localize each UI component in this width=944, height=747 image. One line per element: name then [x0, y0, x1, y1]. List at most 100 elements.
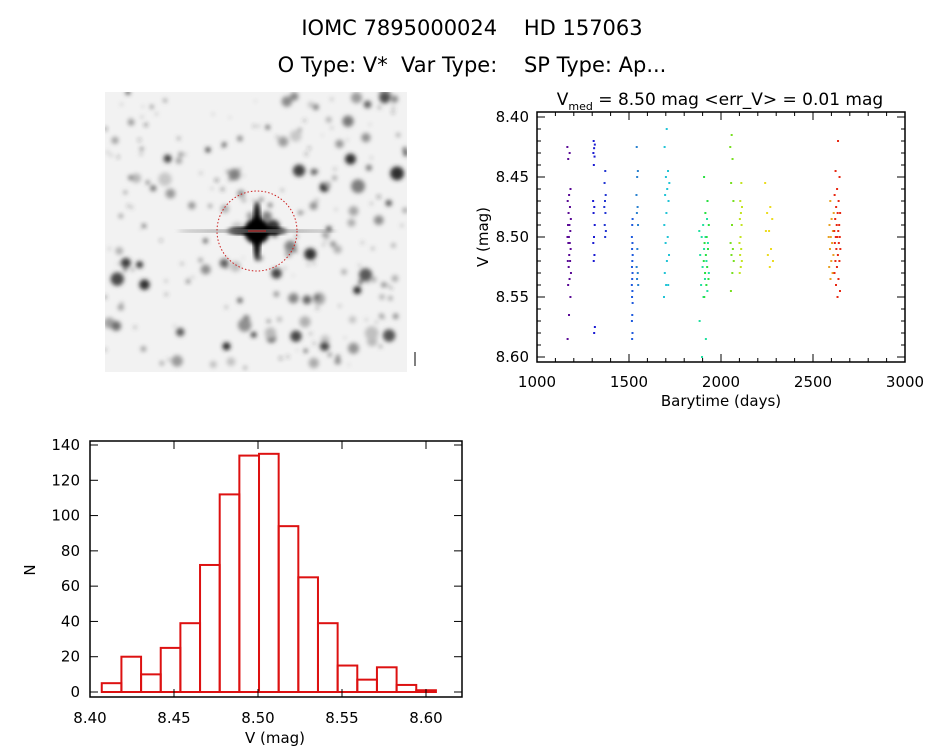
scatter-point	[740, 224, 743, 226]
star	[224, 305, 228, 309]
star	[138, 138, 141, 142]
scatter-point	[567, 284, 570, 286]
star	[238, 168, 241, 171]
scatter-point	[593, 326, 596, 328]
star	[146, 180, 150, 185]
scatter-point	[837, 200, 840, 202]
star	[144, 123, 148, 127]
star	[310, 168, 317, 176]
star	[273, 291, 280, 297]
star	[313, 342, 316, 345]
histogram-y-tick-label: 20	[61, 648, 80, 666]
scatter-point	[592, 152, 595, 154]
scatter-point	[706, 248, 709, 250]
star	[284, 240, 297, 253]
histogram-bar	[218, 493, 241, 693]
scatter-point	[593, 236, 596, 238]
scatter-point	[667, 170, 670, 172]
star	[361, 133, 371, 143]
scatter-point	[836, 296, 839, 298]
scatter-point	[667, 284, 670, 286]
star	[284, 250, 293, 258]
scatter-point	[636, 176, 639, 178]
star	[158, 172, 172, 187]
star	[105, 127, 107, 131]
star	[267, 202, 273, 208]
star	[115, 247, 124, 255]
histogram-y-axis-label: N	[21, 564, 39, 575]
scatter-point	[835, 266, 838, 268]
scatter-point	[593, 143, 596, 146]
scatter-title-rest: = 8.50 mag <err_V> = 0.01 mag	[593, 90, 883, 110]
scatter-point	[664, 176, 667, 178]
star	[321, 134, 324, 137]
star	[327, 352, 332, 357]
scatter-point	[831, 230, 834, 232]
star	[159, 239, 162, 242]
scatter-point	[568, 242, 571, 244]
star	[292, 274, 295, 277]
star	[176, 327, 185, 337]
histogram-plot: V (mag) N 8.40 8.45 8.50 8.55 8.60 0 20 40 60 80 1…	[21, 436, 463, 747]
scatter-point	[831, 272, 834, 274]
chart-title-identifiers: IOMC 7895000024 HD 157063	[301, 16, 643, 40]
scatter-point	[829, 278, 832, 280]
scatter-point	[635, 266, 638, 268]
scatter-point	[592, 260, 595, 262]
star	[402, 146, 407, 153]
scatter-point	[631, 338, 634, 340]
star	[358, 280, 363, 285]
star	[347, 363, 350, 366]
scatter-point	[569, 260, 572, 262]
star	[131, 268, 135, 271]
star	[215, 178, 218, 182]
star	[351, 179, 365, 194]
scatter-point	[603, 206, 606, 208]
star	[378, 106, 381, 109]
scatter-point	[766, 212, 769, 214]
star	[257, 125, 260, 128]
scatter-point	[663, 146, 666, 148]
scatter-point	[566, 260, 569, 262]
star	[298, 128, 302, 132]
scatter-point	[668, 254, 671, 256]
scatter-point	[630, 320, 633, 322]
scatter-point	[704, 254, 707, 256]
histogram-bar	[238, 454, 261, 694]
scatter-point	[665, 284, 668, 286]
scatter-point	[592, 212, 595, 214]
scatter-point	[731, 272, 734, 274]
scatter-frame	[536, 111, 906, 363]
star	[368, 123, 372, 126]
star	[387, 284, 390, 287]
scatter-point	[740, 206, 743, 208]
scatter-point	[630, 236, 633, 238]
star	[330, 126, 334, 130]
scatter-point	[769, 206, 772, 208]
star	[128, 175, 134, 181]
scatter-point	[592, 140, 595, 142]
scatter-point	[834, 236, 837, 238]
star	[203, 238, 208, 244]
scatter-point	[568, 314, 571, 316]
scatter-point	[831, 242, 834, 244]
scatter-point	[603, 182, 606, 184]
scatter-point	[768, 266, 771, 268]
scatter-point	[837, 242, 840, 244]
star	[345, 153, 356, 165]
star	[140, 115, 143, 118]
scatter-point	[739, 254, 742, 256]
light-curve-plot: Vmed = 8.50 mag <err_V> = 0.01 mag Baryt…	[474, 90, 924, 410]
scatter-title-subscript: med	[568, 100, 592, 113]
star	[188, 201, 196, 210]
scatter-point	[832, 212, 835, 214]
histogram-y-tick-label: 40	[61, 612, 80, 630]
star	[348, 206, 359, 216]
scatter-point	[835, 248, 838, 250]
star	[177, 137, 180, 140]
star	[335, 139, 344, 149]
scatter-point	[839, 248, 842, 250]
star	[288, 292, 299, 304]
scatter-point	[631, 314, 634, 316]
scatter-title: Vmed = 8.50 mag <err_V> = 0.01 mag	[557, 90, 883, 113]
